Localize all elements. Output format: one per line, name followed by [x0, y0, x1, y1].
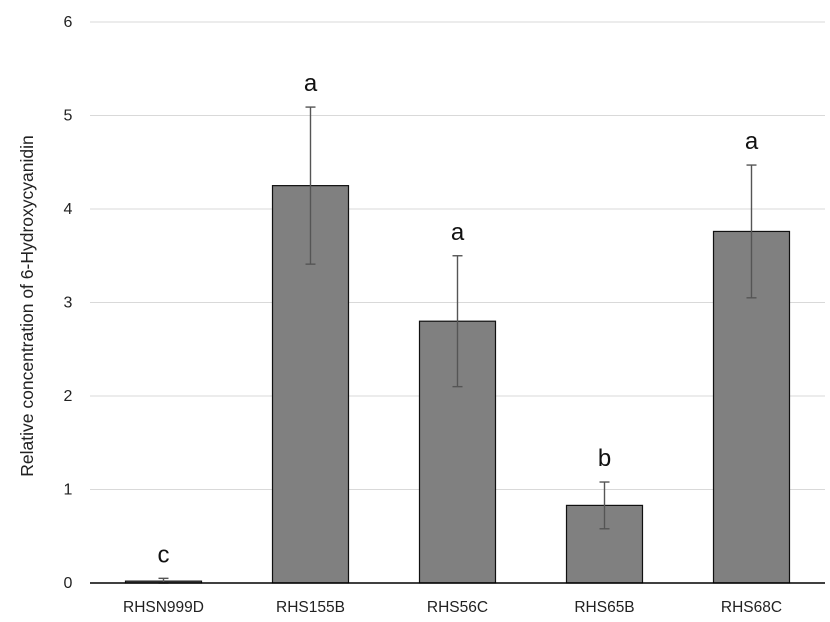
y-tick-label: 1 — [64, 482, 73, 499]
x-category-label: RHSN999D — [123, 599, 204, 616]
y-axis-ticks: 0 1 2 3 4 5 6 — [64, 14, 73, 592]
x-category-label: RHS155B — [276, 599, 345, 616]
y-tick-label: 6 — [64, 14, 73, 31]
significance-letter: a — [745, 128, 759, 155]
y-tick-label: 2 — [64, 388, 73, 405]
significance-letter: a — [451, 219, 465, 246]
y-tick-label: 4 — [64, 201, 73, 218]
x-category-label: RHS56C — [427, 599, 488, 616]
x-category-label: RHS65B — [574, 599, 634, 616]
y-tick-label: 5 — [64, 108, 73, 125]
y-tick-label: 3 — [64, 295, 73, 312]
significance-letter: a — [304, 70, 318, 97]
significance-letter: c — [158, 541, 170, 568]
error-bars — [158, 106, 757, 584]
significance-letter: b — [598, 445, 611, 472]
y-axis-title: Relative concentration of 6-Hydroxycyani… — [17, 135, 37, 476]
significance-letters: c a a b a — [158, 70, 759, 568]
x-axis-categories: RHSN999D RHS155B RHS56C RHS65B RHS68C — [123, 599, 782, 616]
x-category-label: RHS68C — [721, 599, 782, 616]
y-tick-label: 0 — [64, 575, 73, 592]
